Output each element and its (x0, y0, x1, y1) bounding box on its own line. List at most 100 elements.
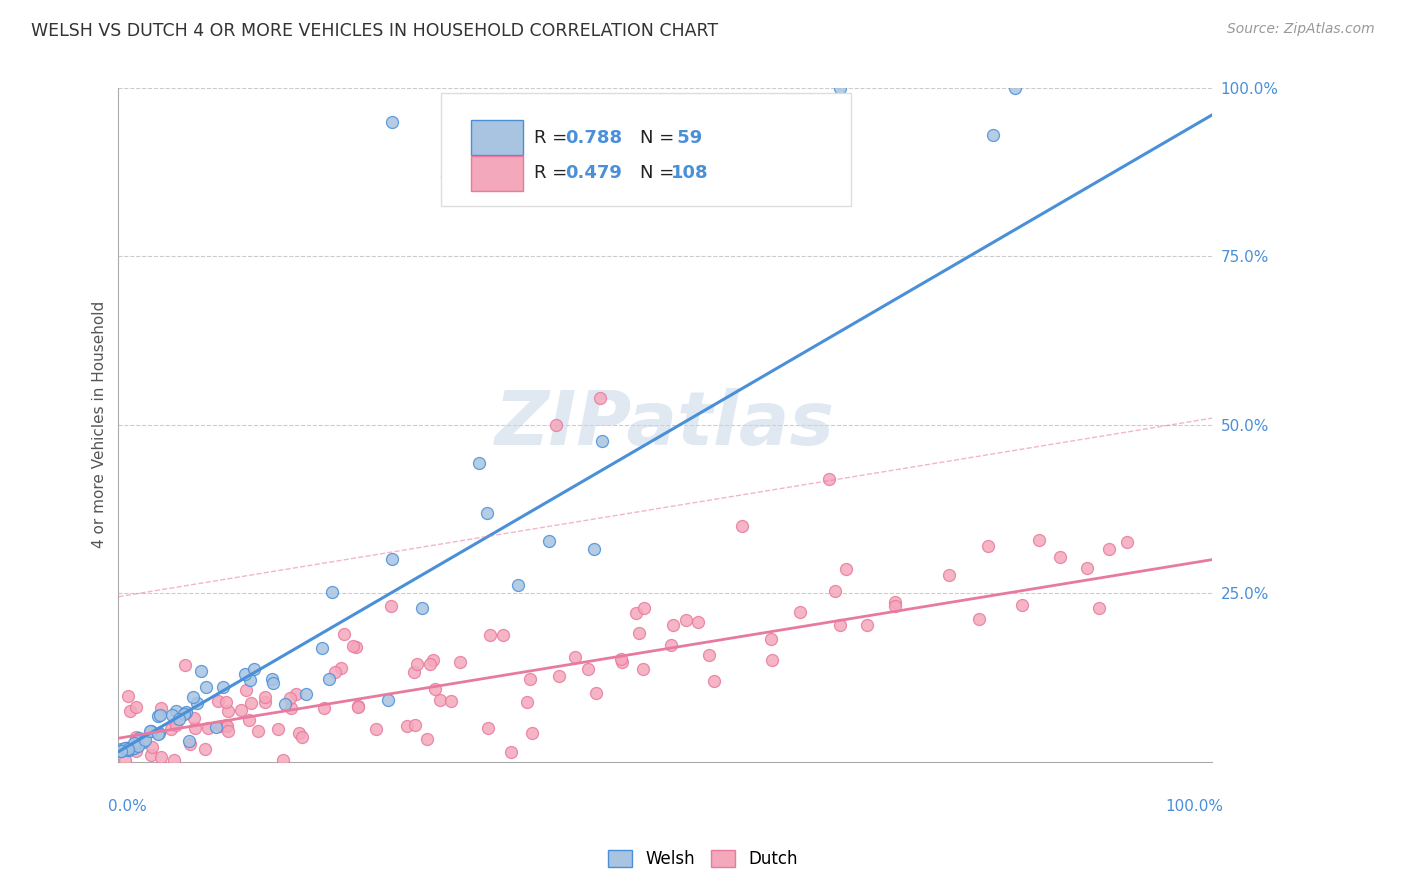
Point (1011, 598, 1033, 612)
Point (422, 653, 444, 667)
Point (686, 615, 709, 629)
Point (633, 601, 655, 615)
Point (162, 707, 184, 722)
Point (215, 695, 238, 709)
Text: R =: R = (534, 128, 574, 147)
Text: 100.0%: 100.0% (1166, 799, 1223, 814)
Point (492, 628, 515, 642)
Point (311, 641, 333, 656)
Point (626, 607, 648, 621)
Point (146, 727, 169, 741)
Text: WELSH VS DUTCH 4 OR MORE VEHICLES IN HOUSEHOLD CORRELATION CHART: WELSH VS DUTCH 4 OR MORE VEHICLES IN HOU… (31, 22, 718, 40)
Text: R =: R = (534, 164, 574, 183)
Text: ZIPatlas: ZIPatlas (495, 388, 835, 461)
Y-axis label: 4 or more Vehicles in Household: 4 or more Vehicles in Household (93, 301, 107, 549)
Point (938, 567, 960, 582)
Point (260, 672, 283, 686)
Point (824, 583, 846, 598)
Point (318, 672, 340, 686)
Point (342, 639, 364, 653)
Point (499, 745, 522, 759)
Point (697, 648, 720, 662)
Point (217, 724, 239, 739)
Point (115, 740, 138, 755)
Point (125, 730, 148, 744)
Point (184, 721, 207, 735)
Point (212, 680, 235, 694)
Point (139, 724, 162, 739)
Point (271, 754, 294, 768)
Point (217, 705, 239, 719)
Point (149, 750, 172, 764)
FancyBboxPatch shape (471, 156, 523, 191)
Text: N =: N = (640, 128, 681, 147)
Point (411, 600, 433, 615)
Point (124, 739, 146, 753)
Point (190, 665, 212, 679)
Point (134, 732, 156, 747)
Point (589, 391, 612, 405)
Point (759, 632, 782, 646)
Point (207, 694, 229, 708)
Point (1004, 81, 1026, 95)
Text: 0.0%: 0.0% (107, 799, 146, 814)
Point (377, 692, 399, 706)
Point (128, 731, 150, 745)
Text: 0.788: 0.788 (565, 128, 621, 147)
Point (148, 725, 170, 739)
Point (547, 669, 569, 683)
Point (195, 680, 218, 694)
Point (183, 711, 205, 725)
Point (610, 655, 633, 669)
Point (229, 703, 252, 717)
Point (243, 662, 266, 676)
Point (114, 741, 136, 756)
Point (115, 740, 138, 755)
Point (520, 725, 543, 739)
Point (519, 672, 541, 686)
Point (1076, 561, 1098, 575)
Point (174, 706, 197, 720)
Point (179, 734, 201, 748)
Point (139, 747, 162, 762)
Point (585, 686, 607, 700)
Point (404, 718, 426, 732)
Point (233, 666, 256, 681)
Point (117, 741, 139, 756)
Point (274, 697, 297, 711)
Point (883, 595, 905, 609)
Point (330, 661, 353, 675)
Point (332, 627, 354, 641)
Point (115, 743, 138, 757)
Point (576, 662, 599, 676)
Legend: Welsh, Dutch: Welsh, Dutch (602, 843, 804, 875)
Point (110, 742, 132, 756)
Point (238, 713, 260, 727)
Point (538, 533, 561, 548)
Point (631, 663, 654, 677)
Point (468, 456, 491, 470)
Point (167, 712, 190, 726)
Point (396, 719, 419, 733)
Point (197, 721, 219, 735)
Point (160, 722, 183, 736)
Point (209, 719, 232, 733)
Point (508, 577, 530, 591)
Point (240, 696, 263, 710)
Point (828, 618, 851, 632)
Point (150, 701, 173, 715)
Point (312, 700, 335, 714)
Point (132, 735, 155, 749)
Point (141, 739, 163, 754)
Point (449, 655, 471, 669)
Point (125, 743, 148, 757)
Point (215, 719, 238, 733)
Point (239, 673, 262, 687)
Point (1028, 533, 1050, 547)
FancyBboxPatch shape (441, 93, 851, 206)
FancyBboxPatch shape (471, 120, 523, 155)
Point (967, 612, 990, 626)
Point (347, 698, 370, 713)
Point (288, 726, 311, 740)
Point (267, 722, 290, 736)
